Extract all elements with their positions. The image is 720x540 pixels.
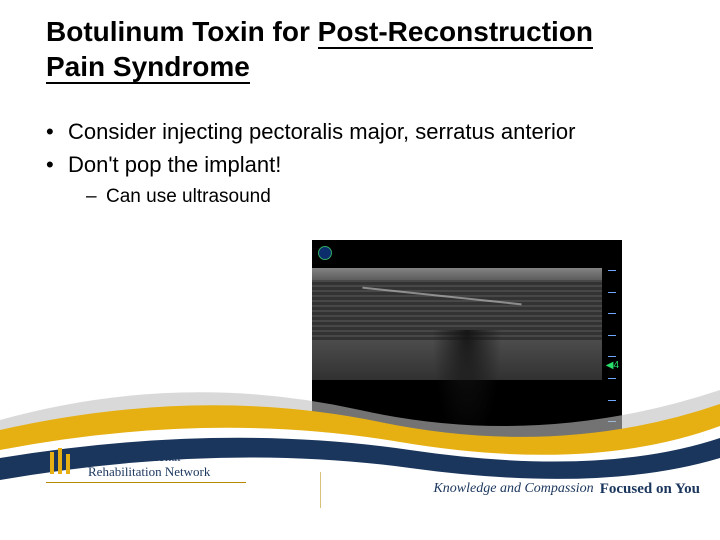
bullet-item: • Don't pop the implant!: [46, 151, 606, 180]
logo-line2: Rehabilitation Network: [88, 465, 210, 480]
bullet-marker: •: [46, 118, 68, 147]
bullet-item: • Consider injecting pectoralis major, s…: [46, 118, 606, 147]
logo-underline: [46, 482, 246, 483]
ultrasound-depth-label: 4.0: [602, 455, 616, 466]
bullet-marker: •: [46, 151, 68, 180]
ultrasound-tissue-layer: [312, 268, 602, 280]
footer-tagline: Knowledge and Compassion Focused on You: [433, 476, 700, 502]
title-part1: Botulinum Toxin for: [46, 16, 318, 47]
logo-line1: MedStar National: [88, 450, 210, 465]
sub-bullet-item: – Can use ultrasound: [86, 185, 606, 210]
slide: Botulinum Toxin for Post-Reconstruction …: [0, 0, 720, 540]
logo-mark: [46, 448, 84, 478]
sub-bullet-marker: –: [86, 185, 106, 210]
title-part3: Pain Syndrome: [46, 51, 250, 84]
sub-bullet-text: Can use ultrasound: [106, 185, 271, 210]
ultrasound-probe-indicator: [318, 246, 332, 260]
title-part2: Post-Reconstruction: [318, 16, 593, 49]
bullet-text: Consider injecting pectoralis major, ser…: [68, 118, 606, 147]
ultrasound-image: ◀4 4.0: [312, 240, 622, 470]
ultrasound-depth-marker: ◀4: [606, 360, 619, 371]
logo-text: MedStar National Rehabilitation Network: [88, 450, 210, 480]
footer-part1: Knowledge and Compassion: [433, 481, 593, 497]
slide-title: Botulinum Toxin for Post-Reconstruction …: [46, 14, 690, 84]
ultrasound-shadow: [432, 330, 502, 450]
footer-divider: [320, 472, 321, 508]
footer-part2: Focused on You: [600, 481, 700, 498]
logo: MedStar National Rehabilitation Network: [46, 448, 276, 506]
bullet-text: Don't pop the implant!: [68, 151, 606, 180]
bullet-list: • Consider injecting pectoralis major, s…: [46, 118, 606, 210]
